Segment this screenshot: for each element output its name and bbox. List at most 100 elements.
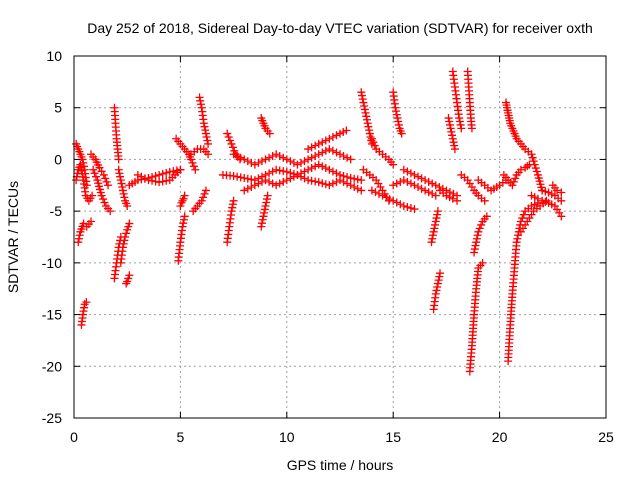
data-point	[530, 160, 539, 169]
data-point	[339, 177, 348, 186]
data-point	[434, 276, 443, 285]
data-point	[116, 176, 125, 185]
data-point	[243, 184, 252, 193]
data-point	[375, 189, 384, 198]
data-point	[229, 150, 238, 159]
y-tick-label: -15	[42, 307, 62, 323]
data-point	[429, 227, 438, 236]
data-point	[328, 167, 337, 176]
data-point	[279, 177, 288, 186]
data-point	[473, 231, 482, 240]
data-point	[102, 177, 111, 186]
data-point	[363, 119, 372, 128]
data-point	[318, 179, 327, 188]
data-point	[230, 146, 239, 155]
data-point	[88, 191, 97, 200]
data-point	[199, 193, 208, 202]
data-point	[114, 155, 123, 164]
data-point	[180, 212, 189, 221]
data-point	[478, 258, 487, 267]
plot-frame	[73, 55, 607, 419]
data-point	[300, 157, 309, 166]
data-point	[432, 214, 441, 223]
y-tick-label: 5	[54, 100, 62, 116]
data-point	[332, 148, 341, 157]
data-point	[314, 178, 323, 187]
data-point	[364, 122, 373, 131]
data-point	[140, 174, 149, 183]
data-point	[203, 136, 212, 145]
data-point	[158, 177, 167, 186]
x-tick-label: 20	[492, 429, 508, 445]
data-point	[79, 158, 88, 167]
data-point	[557, 188, 566, 197]
data-point	[155, 170, 164, 179]
data-point	[200, 122, 209, 131]
data-point	[195, 93, 204, 102]
data-point	[120, 236, 129, 245]
data-point	[410, 181, 419, 190]
data-point	[399, 201, 408, 210]
data-point	[223, 129, 232, 138]
data-point	[365, 129, 374, 138]
data-point	[321, 164, 330, 173]
data-point	[314, 150, 323, 159]
data-point	[311, 162, 320, 171]
data-point	[431, 191, 440, 200]
data-point	[279, 167, 288, 176]
data-point	[224, 133, 233, 142]
data-point	[118, 186, 127, 195]
data-point	[362, 112, 371, 121]
data-point	[448, 134, 457, 143]
data-point	[118, 243, 127, 252]
data-point	[480, 196, 489, 205]
data-point	[120, 193, 129, 202]
data-point	[343, 179, 352, 188]
data-point	[227, 207, 236, 216]
data-point	[114, 165, 123, 174]
data-point	[446, 124, 455, 133]
data-point	[467, 124, 476, 133]
data-point	[165, 167, 174, 176]
data-point	[318, 162, 327, 171]
data-point	[304, 145, 313, 154]
data-point	[477, 220, 486, 229]
data-point	[321, 180, 330, 189]
data-point	[307, 164, 316, 173]
data-point	[475, 224, 484, 233]
data-point	[350, 183, 359, 192]
data-point	[343, 153, 352, 162]
data-point	[90, 169, 99, 178]
data-point	[389, 196, 398, 205]
y-tick-label: -5	[50, 203, 63, 219]
data-point	[307, 153, 316, 162]
data-point	[199, 119, 208, 128]
data-point	[282, 176, 291, 185]
data-point	[353, 175, 362, 184]
data-point	[82, 298, 91, 307]
data-point	[257, 157, 266, 166]
data-point	[360, 105, 369, 114]
data-point	[325, 134, 334, 143]
data-point	[365, 126, 374, 135]
x-tick-label: 0	[70, 429, 78, 445]
data-point	[282, 167, 291, 176]
data-point	[115, 169, 124, 178]
data-point	[260, 208, 269, 217]
data-point	[508, 181, 517, 190]
data-point	[403, 167, 412, 176]
y-tick-label: -10	[42, 255, 62, 271]
data-point	[201, 186, 210, 195]
data-point	[370, 141, 379, 150]
data-point	[435, 183, 444, 192]
data-point	[261, 176, 270, 185]
data-point	[557, 196, 566, 205]
data-point	[162, 168, 171, 177]
data-point	[265, 169, 274, 178]
data-point	[265, 129, 274, 138]
data-point	[445, 120, 454, 129]
data-point	[336, 150, 344, 159]
data-point	[236, 173, 245, 182]
data-point	[406, 179, 415, 188]
data-point	[293, 160, 302, 169]
